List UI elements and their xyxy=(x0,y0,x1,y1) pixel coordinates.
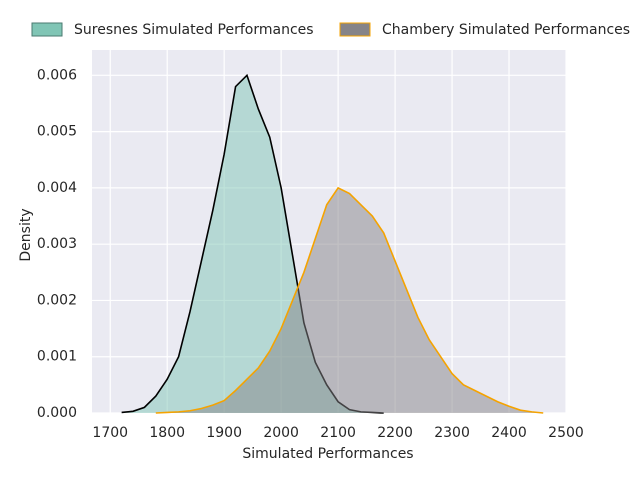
legend-label: Chambery Simulated Performances xyxy=(382,22,630,38)
y-tick-label: 0.004 xyxy=(37,180,77,196)
x-tick-label: 2100 xyxy=(320,425,356,441)
x-tick-label: 2000 xyxy=(263,425,299,441)
legend-label: Suresnes Simulated Performances xyxy=(74,22,314,38)
area-fill xyxy=(121,75,384,413)
density-curve xyxy=(155,186,544,414)
y-tick-label: 0.006 xyxy=(37,67,77,83)
y-tick-label: 0.003 xyxy=(37,236,77,252)
x-tick-label: 1800 xyxy=(149,425,185,441)
x-tick-label: 2200 xyxy=(377,425,413,441)
x-tick-label: 1900 xyxy=(206,425,242,441)
y-tick-label: 0.002 xyxy=(37,292,77,308)
x-tick-label: 2300 xyxy=(434,425,470,441)
x-axis-label: Simulated Performances xyxy=(242,446,413,462)
y-tick-label: 0.001 xyxy=(37,349,77,365)
x-tick-label: 2400 xyxy=(491,425,527,441)
legend-swatch xyxy=(339,22,371,37)
x-tick-label: 2500 xyxy=(548,425,584,441)
y-axis-label: Density xyxy=(18,208,34,261)
y-tick-label: 0.000 xyxy=(37,405,77,421)
area-fill xyxy=(155,187,544,413)
legend-swatch xyxy=(31,22,63,37)
y-tick-label: 0.005 xyxy=(37,124,77,140)
x-tick-label: 1700 xyxy=(92,425,128,441)
